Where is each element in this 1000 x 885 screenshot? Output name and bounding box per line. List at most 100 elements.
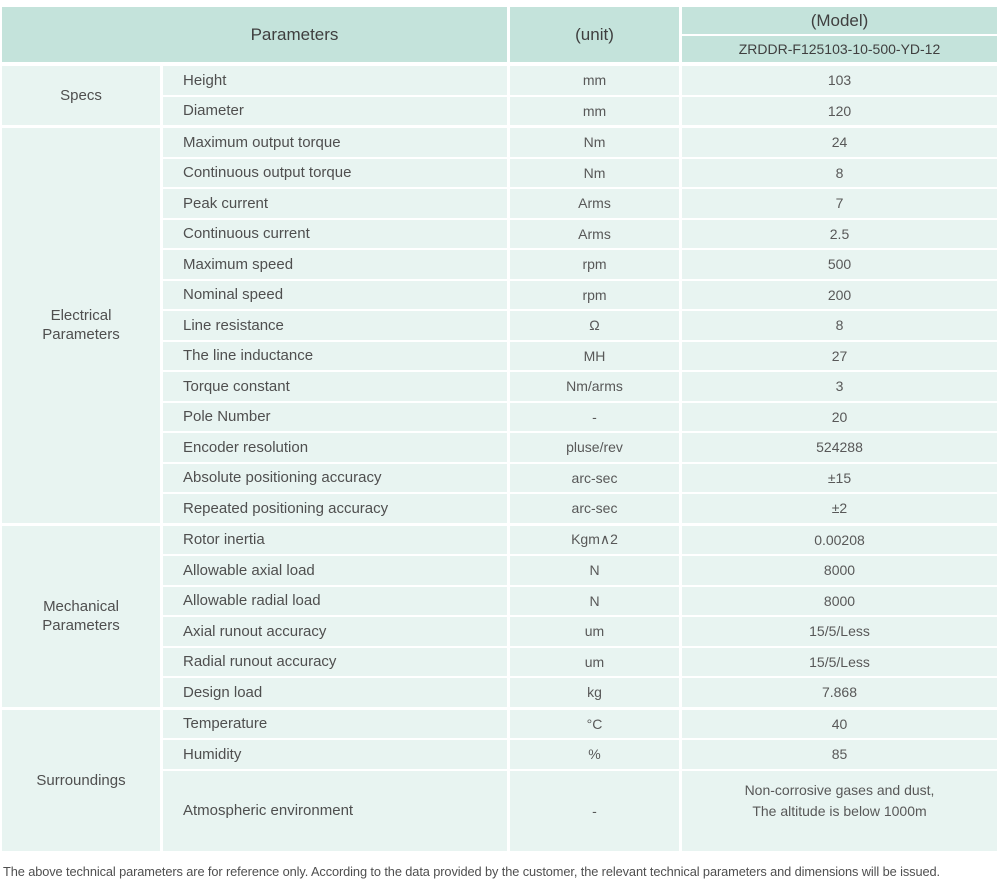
table-row: Maximum speed rpm 500 xyxy=(2,250,997,281)
param-label: Repeated positioning accuracy xyxy=(163,494,510,525)
value-cell: 8 xyxy=(682,158,997,189)
value-cell: 500 xyxy=(682,250,997,281)
unit-cell: - xyxy=(510,402,682,433)
param-label: Atmospheric environment xyxy=(163,770,510,853)
model-header: (Model) xyxy=(682,7,997,36)
unit-cell: arc-sec xyxy=(510,494,682,525)
param-label: Pole Number xyxy=(163,402,510,433)
parameters-header: Parameters xyxy=(2,7,510,65)
table-row: Design load kg 7.868 xyxy=(2,678,997,709)
table-row: Humidity % 85 xyxy=(2,740,997,771)
value-cell: 7.868 xyxy=(682,678,997,709)
table-row: Nominal speed rpm 200 xyxy=(2,280,997,311)
table-row: Encoder resolution pluse/rev 524288 xyxy=(2,433,997,464)
value-cell: 7 xyxy=(682,189,997,220)
table-row: Radial runout accuracy um 15/5/Less xyxy=(2,647,997,678)
unit-cell: N xyxy=(510,556,682,587)
header-row-1: Parameters (unit) (Model) xyxy=(2,7,997,65)
param-label: Maximum output torque xyxy=(163,127,510,159)
value-cell: ±2 xyxy=(682,494,997,525)
table-row: Axial runout accuracy um 15/5/Less xyxy=(2,617,997,648)
model-number: ZRDDR-F125103-10-500-YD-12 xyxy=(682,36,997,65)
value-cell: 8000 xyxy=(682,556,997,587)
unit-cell: N xyxy=(510,586,682,617)
param-label: Nominal speed xyxy=(163,280,510,311)
group-label-electrical: Electrical Parameters xyxy=(2,127,163,525)
table-row: Continuous output torque Nm 8 xyxy=(2,158,997,189)
unit-cell: mm xyxy=(510,96,682,127)
unit-cell: rpm xyxy=(510,280,682,311)
group-label-surroundings: Surroundings xyxy=(2,708,163,853)
unit-cell: Nm xyxy=(510,158,682,189)
unit-cell: rpm xyxy=(510,250,682,281)
table-row: Continuous current Arms 2.5 xyxy=(2,219,997,250)
value-cell: 3 xyxy=(682,372,997,403)
value-cell: 24 xyxy=(682,127,997,159)
param-label: Height xyxy=(163,65,510,97)
param-label: Rotor inertia xyxy=(163,524,510,556)
value-cell: Non-corrosive gases and dust, The altitu… xyxy=(682,770,997,853)
param-label: Allowable radial load xyxy=(163,586,510,617)
value-cell: 103 xyxy=(682,65,997,97)
value-cell: 0.00208 xyxy=(682,524,997,556)
table-row: Allowable radial load N 8000 xyxy=(2,586,997,617)
param-label: Torque constant xyxy=(163,372,510,403)
unit-cell: Arms xyxy=(510,189,682,220)
table-row: Absolute positioning accuracy arc-sec ±1… xyxy=(2,463,997,494)
unit-cell: Nm xyxy=(510,127,682,159)
value-cell: 2.5 xyxy=(682,219,997,250)
param-label: Continuous current xyxy=(163,219,510,250)
unit-cell: um xyxy=(510,617,682,648)
table-row: Pole Number - 20 xyxy=(2,402,997,433)
param-label: Radial runout accuracy xyxy=(163,647,510,678)
param-label: Line resistance xyxy=(163,311,510,342)
param-label: Maximum speed xyxy=(163,250,510,281)
unit-cell: Arms xyxy=(510,219,682,250)
header-row-2: ZRDDR-F125103-10-500-YD-12 xyxy=(2,36,997,65)
unit-cell: % xyxy=(510,740,682,771)
param-label: Diameter xyxy=(163,96,510,127)
param-label: Axial runout accuracy xyxy=(163,617,510,648)
unit-cell: kg xyxy=(510,678,682,709)
group-label-specs: Specs xyxy=(2,65,163,127)
spec-table: Parameters (unit) (Model) ZRDDR-F125103-… xyxy=(2,7,997,853)
table-row: Surroundings Temperature °C 40 xyxy=(2,708,997,853)
table-row: Mechanical Parameters Rotor inertia Kgm∧… xyxy=(2,524,997,709)
table-row: Electrical Parameters Maximum output tor… xyxy=(2,127,997,525)
footer-note: The above technical parameters are for r… xyxy=(3,863,940,879)
param-label: Temperature xyxy=(163,708,510,740)
table-row: Atmospheric environment - Non-corrosive … xyxy=(2,770,997,853)
unit-cell: - xyxy=(510,770,682,853)
table-row: Peak current Arms 7 xyxy=(2,189,997,220)
value-cell: 40 xyxy=(682,708,997,740)
value-cell: 27 xyxy=(682,341,997,372)
table-row: Diameter mm 120 xyxy=(2,96,997,127)
table-row: The line inductance MH 27 xyxy=(2,341,997,372)
param-label: Absolute positioning accuracy xyxy=(163,463,510,494)
table-row: Line resistance Ω 8 xyxy=(2,311,997,342)
value-cell: 200 xyxy=(682,280,997,311)
param-label: Peak current xyxy=(163,189,510,220)
value-cell: 15/5/Less xyxy=(682,647,997,678)
unit-cell: mm xyxy=(510,65,682,97)
value-cell: 120 xyxy=(682,96,997,127)
value-cell: 524288 xyxy=(682,433,997,464)
value-cell: 20 xyxy=(682,402,997,433)
value-cell: 15/5/Less xyxy=(682,617,997,648)
param-label: Allowable axial load xyxy=(163,556,510,587)
unit-cell: Ω xyxy=(510,311,682,342)
unit-header: (unit) xyxy=(510,7,682,65)
param-label: Design load xyxy=(163,678,510,709)
group-label-mechanical: Mechanical Parameters xyxy=(2,524,163,709)
param-label: Humidity xyxy=(163,740,510,771)
param-label: Continuous output torque xyxy=(163,158,510,189)
unit-cell: pluse/rev xyxy=(510,433,682,464)
value-cell: 85 xyxy=(682,740,997,771)
unit-cell: arc-sec xyxy=(510,463,682,494)
unit-cell: °C xyxy=(510,708,682,740)
table-row: Allowable axial load N 8000 xyxy=(2,556,997,587)
unit-cell: Nm/arms xyxy=(510,372,682,403)
param-label: The line inductance xyxy=(163,341,510,372)
value-cell: 8000 xyxy=(682,586,997,617)
